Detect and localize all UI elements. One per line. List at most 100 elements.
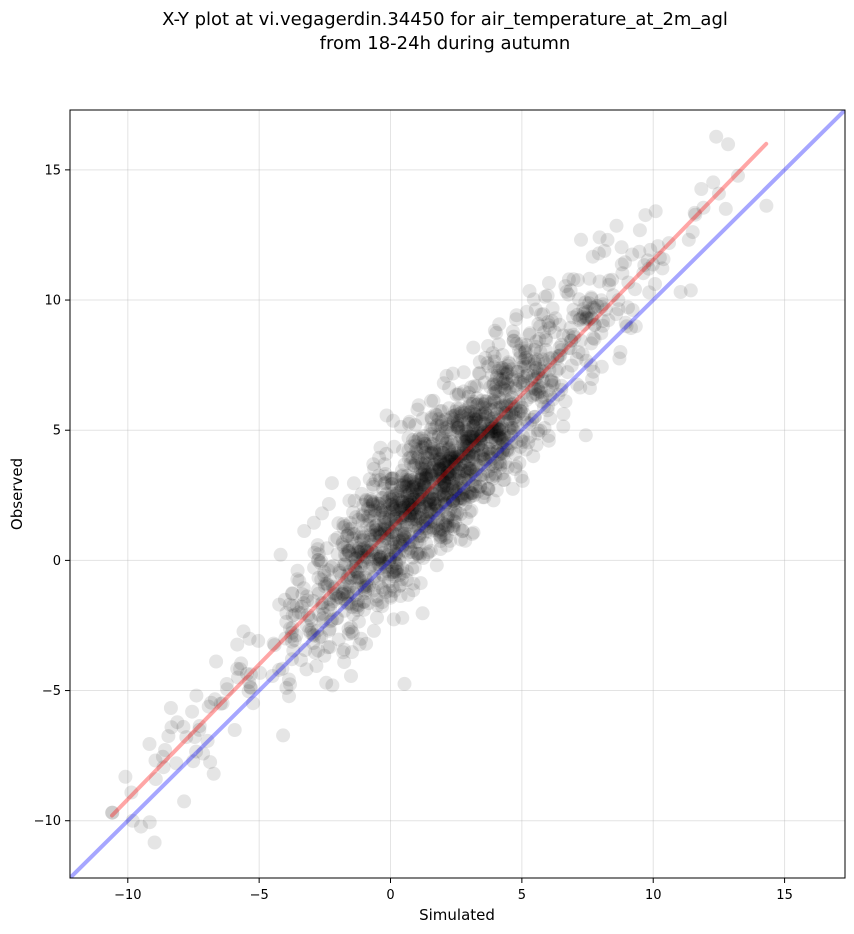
- scatter-point: [428, 506, 443, 521]
- scatter-point: [496, 405, 511, 420]
- scatter-point: [369, 522, 383, 537]
- scatter-point: [402, 505, 417, 520]
- scatter-point: [518, 351, 533, 366]
- scatter-point: [539, 333, 554, 348]
- scatter-point: [392, 537, 407, 552]
- scatter-point: [441, 442, 456, 457]
- scatter-point: [367, 509, 382, 523]
- scatter-point: [465, 433, 480, 448]
- scatter-point: [401, 497, 416, 512]
- scatter-point: [509, 413, 524, 428]
- scatter-point: [401, 495, 416, 510]
- scatter-point: [414, 468, 429, 483]
- scatter-point: [353, 550, 368, 565]
- scatter-point: [362, 560, 377, 574]
- scatter-point: [337, 603, 352, 618]
- scatter-point: [437, 475, 452, 490]
- scatter-point: [451, 491, 466, 506]
- scatter-point: [483, 380, 498, 395]
- scatter-point: [362, 509, 377, 524]
- scatter-point: [402, 493, 417, 508]
- scatter-point: [527, 410, 542, 424]
- scatter-point: [528, 409, 542, 424]
- scatter-point: [488, 468, 503, 483]
- scatter-point: [455, 405, 469, 420]
- scatter-point: [421, 493, 436, 508]
- scatter-point: [509, 308, 524, 323]
- scatter-point: [418, 514, 433, 529]
- scatter-point: [430, 447, 445, 462]
- scatter-point: [524, 373, 539, 388]
- scatter-point: [433, 496, 448, 511]
- scatter-point: [494, 361, 509, 375]
- scatter-point: [345, 539, 360, 554]
- scatter-point: [398, 476, 413, 491]
- scatter-point: [612, 351, 627, 366]
- scatter-point: [414, 492, 429, 507]
- scatter-point: [416, 433, 431, 448]
- scatter-point: [457, 438, 472, 453]
- scatter-point: [450, 446, 465, 461]
- scatter-point: [431, 412, 446, 427]
- scatter-point: [185, 704, 200, 719]
- scatter-point: [403, 506, 418, 520]
- scatter-point: [404, 515, 419, 530]
- scatter-point: [354, 525, 369, 540]
- scatter-point: [409, 487, 424, 502]
- scatter-point: [440, 465, 455, 480]
- scatter-point: [418, 456, 433, 471]
- scatter-point: [376, 582, 391, 597]
- scatter-point: [402, 534, 417, 549]
- scatter-point: [391, 489, 406, 503]
- scatter-point: [513, 403, 528, 418]
- scatter-point: [480, 447, 495, 462]
- scatter-point: [316, 611, 331, 626]
- scatter-point: [311, 586, 326, 601]
- scatter-point: [266, 636, 281, 651]
- scatter-point: [272, 597, 287, 612]
- scatter-point: [460, 434, 475, 449]
- one-to-one-line: [70, 110, 845, 878]
- scatter-point: [448, 446, 463, 460]
- scatter-point: [330, 530, 345, 545]
- scatter-point: [529, 352, 544, 367]
- scatter-point: [481, 427, 496, 441]
- chart-title-line-1: X-Y plot at vi.vegagerdin.34450 for air_…: [162, 9, 728, 30]
- scatter-point: [362, 561, 377, 576]
- scatter-point: [531, 426, 545, 441]
- scatter-point: [359, 636, 374, 651]
- scatter-point: [372, 450, 387, 465]
- scatter-point: [242, 631, 257, 646]
- scatter-point: [390, 486, 405, 501]
- scatter-point: [495, 435, 510, 450]
- scatter-point: [389, 556, 404, 571]
- scatter-point: [496, 447, 511, 462]
- scatter-point: [387, 488, 402, 503]
- scatter-point: [495, 348, 510, 362]
- scatter-point: [411, 450, 426, 465]
- scatter-point: [155, 749, 170, 764]
- scatter-point: [373, 549, 388, 564]
- scatter-point: [395, 494, 410, 509]
- scatter-point: [356, 595, 371, 610]
- scatter-point: [398, 506, 413, 521]
- scatter-point: [542, 351, 557, 366]
- scatter-point: [552, 348, 567, 363]
- scatter-point: [464, 380, 478, 395]
- scatter-point: [390, 503, 405, 518]
- x-tick-label: 0: [386, 888, 394, 903]
- scatter-point: [407, 472, 422, 487]
- scatter-point: [455, 524, 470, 539]
- scatter-point: [401, 512, 416, 526]
- scatter-point: [346, 526, 361, 541]
- scatter-point: [513, 439, 528, 454]
- scatter-point: [538, 331, 553, 346]
- scatter-point: [498, 383, 513, 398]
- scatter-point: [548, 311, 563, 326]
- scatter-point: [386, 512, 401, 527]
- scatter-point: [388, 556, 403, 571]
- scatter-point: [413, 461, 428, 476]
- scatter-point: [447, 451, 462, 466]
- scatter-point: [424, 412, 439, 427]
- scatter-point: [641, 261, 656, 276]
